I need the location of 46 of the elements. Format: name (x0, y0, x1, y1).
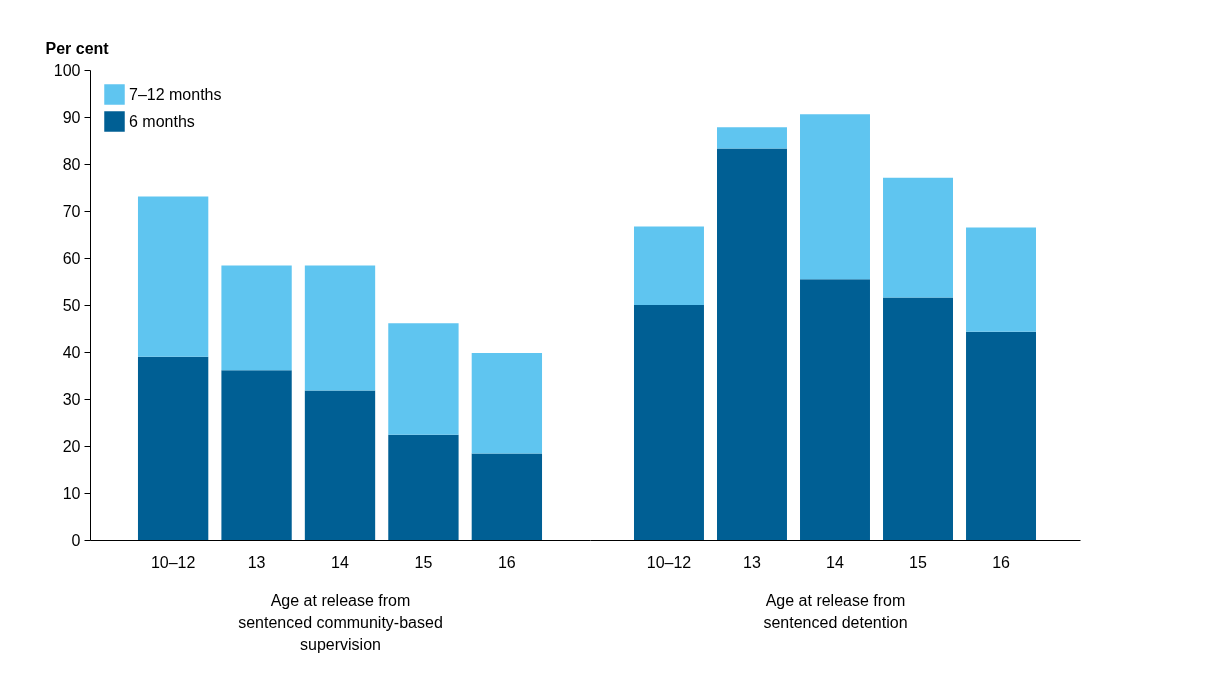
x-tick-label: 13 (743, 553, 761, 571)
bar (388, 434, 459, 540)
bar (966, 227, 1037, 332)
y-tick-label: 70 (62, 202, 81, 220)
bar (800, 279, 870, 540)
legend-label: 6 months (129, 112, 195, 130)
y-tick-label: 20 (62, 437, 81, 455)
bar (221, 265, 292, 371)
x-tick-label: 14 (331, 553, 349, 571)
bar (633, 226, 704, 305)
x-tick-label: 14 (826, 553, 844, 571)
bar (137, 196, 209, 357)
legend-label: 7–12 months (129, 85, 222, 103)
x-tick-label: 16 (497, 553, 516, 571)
bar (471, 453, 543, 540)
x-axis-title: Age at release from sentenced detention (763, 591, 908, 631)
x-tick-label: 15 (414, 553, 433, 571)
bar (883, 297, 953, 540)
bar (388, 323, 459, 435)
bar (304, 390, 376, 540)
y-tick-label: 10 (62, 484, 81, 502)
bar (633, 305, 704, 540)
bar (717, 148, 787, 540)
x-tick-label: 15 (909, 553, 928, 571)
y-tick-label: 50 (62, 296, 81, 314)
bar (137, 356, 209, 540)
x-tick-label: 10–12 (150, 553, 196, 571)
x-tick-label: 13 (247, 553, 266, 571)
bar (966, 331, 1037, 540)
x-tick-label: 16 (992, 553, 1011, 571)
bar (471, 352, 543, 454)
x-tick-label: 10–12 (646, 553, 692, 571)
bar (221, 370, 292, 540)
y-tick-label: 100 (53, 61, 81, 79)
y-tick-label: 60 (62, 249, 81, 267)
bar (883, 177, 953, 298)
y-tick-label: 40 (62, 343, 81, 361)
y-axis-title: Per cent (45, 39, 110, 57)
y-tick-label: 30 (62, 390, 81, 408)
y-tick-label: 0 (71, 531, 81, 549)
x-axis-title: Age at release from sentenced community-based supervision (238, 591, 443, 653)
bar (800, 114, 870, 280)
bar (717, 127, 787, 149)
y-tick-label: 90 (62, 108, 81, 126)
y-tick-label: 80 (62, 155, 81, 173)
bar (304, 265, 376, 391)
